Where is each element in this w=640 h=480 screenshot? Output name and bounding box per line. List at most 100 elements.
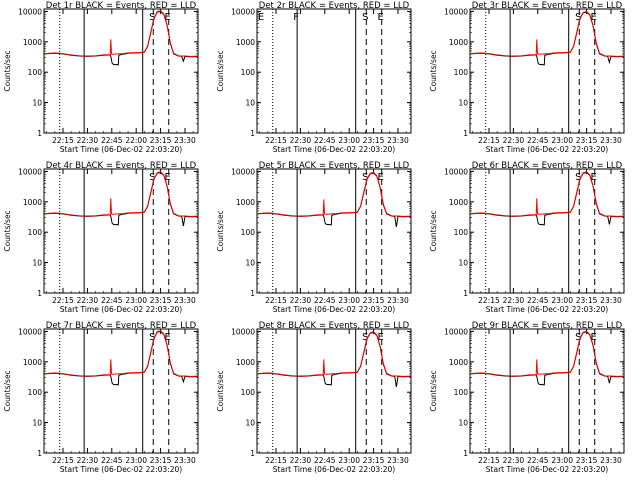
marker-letter-s: S bbox=[575, 172, 581, 183]
plot-frame bbox=[43, 328, 199, 454]
x-tick-label: 23:30 bbox=[387, 456, 409, 465]
y-axis-label: Counts/sec bbox=[216, 50, 225, 91]
x-tick-label: 22:30 bbox=[290, 456, 312, 465]
y-tick-label: 10000 bbox=[231, 167, 255, 176]
x-tick-label: 23:30 bbox=[600, 136, 622, 145]
y-tick-label: 1 bbox=[250, 129, 255, 138]
y-tick-label: 10 bbox=[245, 259, 255, 268]
y-tick-label: 1 bbox=[463, 449, 468, 458]
marker-letter-s: S bbox=[149, 172, 155, 183]
x-tick-label: 23:00 bbox=[551, 296, 573, 305]
series-lld bbox=[256, 331, 412, 377]
y-axis-label: Counts/sec bbox=[3, 210, 12, 251]
y-axis-label: Counts/sec bbox=[429, 370, 438, 411]
y-tick-label: 100 bbox=[454, 388, 469, 397]
y-tick-label: 1 bbox=[250, 289, 255, 298]
y-tick-label: 100 bbox=[28, 68, 43, 77]
y-tick-label: 10 bbox=[245, 419, 255, 428]
marker-letter-e: E bbox=[165, 12, 171, 23]
x-tick-label: 23:15 bbox=[363, 136, 385, 145]
marker-letter-s: S bbox=[575, 12, 581, 23]
series-lld bbox=[256, 171, 412, 217]
y-tick-label: 1000 bbox=[236, 358, 255, 367]
panel-det-9: Det 9r BLACK = Events, RED = LLD 1 10 100 10… bbox=[429, 321, 625, 474]
x-tick-label: 22:15 bbox=[52, 136, 74, 145]
marker-letter-f: F bbox=[293, 12, 299, 23]
y-tick-label: 10000 bbox=[18, 327, 42, 336]
y-tick-label: 10 bbox=[458, 419, 468, 428]
panel-title: Det 2r BLACK = Events, RED = LLD bbox=[259, 1, 410, 11]
marker-letter-e: E bbox=[378, 12, 384, 23]
y-tick-label: 10 bbox=[458, 259, 468, 268]
x-tick-label: 22:30 bbox=[77, 456, 99, 465]
x-tick-label: 23:00 bbox=[125, 296, 147, 305]
x-tick-label: 23:00 bbox=[551, 456, 573, 465]
y-tick-label: 1000 bbox=[449, 198, 468, 207]
x-tick-label: 22:30 bbox=[503, 296, 525, 305]
x-tick-label: 23:00 bbox=[551, 136, 573, 145]
panel-det-8: Det 8r BLACK = Events, RED = LLD 1 10 100 10… bbox=[216, 321, 412, 474]
y-tick-label: 100 bbox=[28, 228, 43, 237]
marker-letter-s: S bbox=[575, 332, 581, 343]
x-tick-label: 23:30 bbox=[387, 136, 409, 145]
x-tick-label: 23:15 bbox=[576, 296, 598, 305]
x-tick-label: 23:15 bbox=[576, 456, 598, 465]
x-tick-label: 22:00 bbox=[125, 136, 147, 145]
series-lld bbox=[469, 10, 625, 57]
x-tick-label: 22:45 bbox=[314, 296, 336, 305]
x-tick-label: 23:00 bbox=[338, 456, 360, 465]
y-tick-label: 10 bbox=[32, 99, 42, 108]
x-tick-label: 22:15 bbox=[265, 456, 287, 465]
panel-title: Det 1r BLACK = Events, RED = LLD bbox=[46, 1, 197, 11]
x-tick-label: 22:30 bbox=[77, 296, 99, 305]
x-tick-label: 23:00 bbox=[125, 456, 147, 465]
x-tick-label: 23:15 bbox=[363, 456, 385, 465]
x-tick-label: 23:30 bbox=[174, 296, 196, 305]
marker-letter-s: S bbox=[362, 172, 368, 183]
y-tick-label: 10 bbox=[32, 419, 42, 428]
x-axis-label: Start Time (06-Dec-02 22:03:20) bbox=[273, 305, 395, 314]
y-axis-label: Counts/sec bbox=[216, 210, 225, 251]
x-axis-label: Start Time (06-Dec-02 22:03:20) bbox=[273, 465, 395, 474]
marker-letter-e: E bbox=[258, 12, 264, 23]
x-tick-label: 22:30 bbox=[290, 136, 312, 145]
y-axis-label: Counts/sec bbox=[429, 50, 438, 91]
x-tick-label: 22:15 bbox=[478, 456, 500, 465]
x-axis-label: Start Time (06-Dec-02 22:03:20) bbox=[486, 145, 608, 154]
series-events bbox=[469, 171, 625, 226]
series-lld bbox=[43, 171, 199, 217]
series-events bbox=[469, 331, 625, 386]
panel-det-1: Det 1r BLACK = Events, RED = LLD 1 10 100 10… bbox=[3, 1, 199, 154]
x-tick-label: 23:00 bbox=[338, 136, 360, 145]
series-events bbox=[43, 10, 199, 66]
x-tick-label: 22:30 bbox=[77, 136, 99, 145]
x-axis-label: Start Time (06-Dec-02 22:03:20) bbox=[60, 305, 182, 314]
panel-det-2: Det 2r BLACK = Events, RED = LLD 1 10 100 10… bbox=[216, 1, 412, 154]
series-events bbox=[43, 171, 199, 227]
x-tick-label: 22:45 bbox=[527, 296, 549, 305]
y-axis-label: Counts/sec bbox=[429, 210, 438, 251]
x-tick-label: 22:45 bbox=[314, 456, 336, 465]
panel-title: Det 9r BLACK = Events, RED = LLD bbox=[472, 321, 623, 331]
x-axis-label: Start Time (06-Dec-02 22:03:20) bbox=[486, 465, 608, 474]
x-tick-label: 22:45 bbox=[527, 456, 549, 465]
y-tick-label: 1000 bbox=[23, 198, 42, 207]
y-tick-label: 10000 bbox=[18, 167, 42, 176]
y-tick-label: 10 bbox=[32, 259, 42, 268]
marker-letter-s: S bbox=[362, 12, 368, 23]
panel-title: Det 5r BLACK = Events, RED = LLD bbox=[259, 161, 410, 171]
marker-letter-s: S bbox=[149, 332, 155, 343]
x-tick-label: 22:15 bbox=[52, 296, 74, 305]
y-tick-label: 1000 bbox=[449, 38, 468, 47]
x-tick-label: 22:45 bbox=[101, 136, 123, 145]
plot-frame bbox=[43, 168, 199, 294]
y-tick-label: 100 bbox=[241, 68, 256, 77]
x-tick-label: 23:30 bbox=[600, 296, 622, 305]
y-tick-label: 1 bbox=[463, 129, 468, 138]
y-tick-label: 100 bbox=[241, 388, 256, 397]
y-tick-label: 10000 bbox=[444, 7, 468, 16]
y-tick-label: 1 bbox=[37, 289, 42, 298]
marker-letter-e: E bbox=[378, 172, 384, 183]
y-tick-label: 1 bbox=[37, 129, 42, 138]
